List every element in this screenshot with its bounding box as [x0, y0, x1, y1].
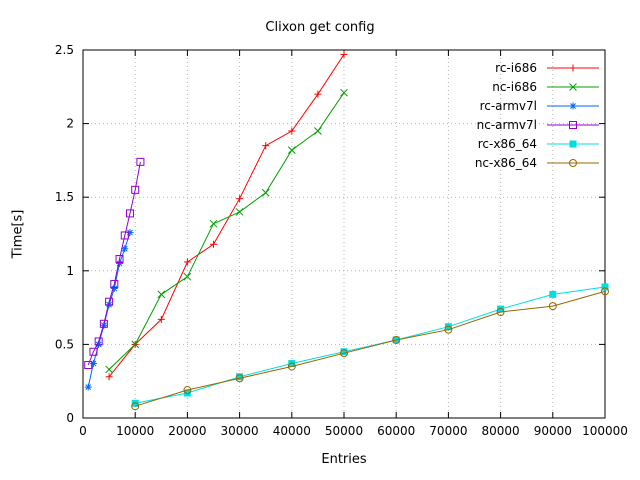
svg-text:nc-armv7l: nc-armv7l [477, 118, 537, 132]
svg-text:10000: 10000 [116, 424, 154, 438]
svg-text:2: 2 [66, 117, 74, 131]
chart-title: Clixon get config [265, 20, 375, 35]
svg-text:1: 1 [66, 264, 74, 278]
svg-text:rc-i686: rc-i686 [495, 61, 537, 75]
legend-item-nc-x86_64: nc-x86_64 [475, 156, 599, 170]
svg-text:0: 0 [79, 424, 87, 438]
svg-text:2.5: 2.5 [55, 43, 74, 57]
tick-labels: 0 10000 20000 30000 40000 50000 60000 70000 8000… [55, 43, 628, 438]
legend-item-rc-armv7l: rc-armv7l [480, 99, 599, 113]
svg-text:nc-i686: nc-i686 [492, 80, 537, 94]
legend-item-nc-i686: nc-i686 [492, 80, 599, 94]
svg-text:80000: 80000 [482, 424, 520, 438]
svg-text:70000: 70000 [429, 424, 467, 438]
svg-text:1.5: 1.5 [55, 190, 74, 204]
series-nc-armv7l [84, 157, 145, 370]
svg-text:60000: 60000 [377, 424, 415, 438]
series-nc-i686 [105, 88, 348, 374]
legend: rc-i686 nc-i686 rc-armv7l nc-armv7l rc-x86_6… [475, 61, 599, 170]
legend-item-rc-i686: rc-i686 [495, 61, 599, 75]
svg-text:nc-x86_64: nc-x86_64 [475, 156, 537, 170]
series-rc-i686 [105, 50, 348, 381]
svg-text:rc-armv7l: rc-armv7l [480, 99, 537, 113]
x-axis-label: Entries [321, 452, 367, 467]
svg-text:0.5: 0.5 [55, 337, 74, 351]
svg-text:20000: 20000 [168, 424, 206, 438]
legend-item-nc-armv7l: nc-armv7l [477, 118, 599, 132]
svg-text:0: 0 [66, 411, 74, 425]
svg-text:30000: 30000 [221, 424, 259, 438]
svg-text:100000: 100000 [582, 424, 628, 438]
svg-text:50000: 50000 [325, 424, 363, 438]
y-axis-label: Time[s] [10, 209, 26, 259]
grid [83, 50, 605, 418]
svg-text:40000: 40000 [273, 424, 311, 438]
series-nc-x86_64 [131, 287, 609, 411]
svg-text:rc-x86_64: rc-x86_64 [478, 137, 537, 151]
series-rc-x86_64 [131, 283, 609, 407]
legend-item-rc-x86_64: rc-x86_64 [478, 137, 599, 151]
svg-text:90000: 90000 [534, 424, 572, 438]
